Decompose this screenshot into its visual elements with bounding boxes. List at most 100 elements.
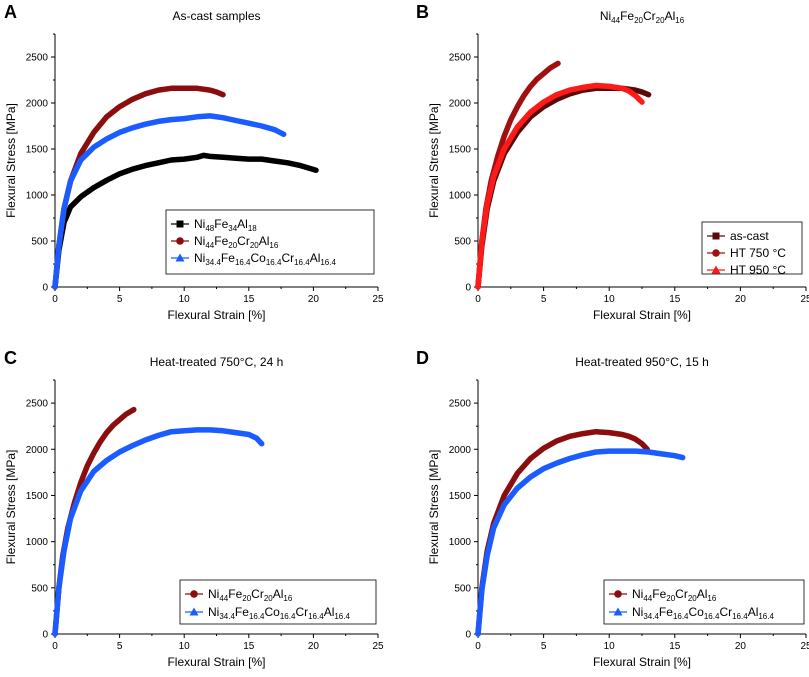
data-point xyxy=(486,203,489,206)
data-point xyxy=(542,101,545,104)
legend-box xyxy=(179,579,377,625)
data-point xyxy=(641,90,643,93)
data-point xyxy=(170,159,173,162)
data-point xyxy=(112,424,115,427)
data-point xyxy=(542,467,545,470)
data-point xyxy=(542,447,545,450)
data-point xyxy=(480,240,483,242)
text-segment: Ni xyxy=(632,587,643,601)
data-point xyxy=(516,472,519,475)
data-point xyxy=(54,633,56,635)
x-tick-label: 10 xyxy=(604,641,616,652)
data-point xyxy=(105,137,108,140)
data-point xyxy=(63,207,66,210)
data-point xyxy=(608,450,611,453)
subscript-text: 16 xyxy=(707,594,716,603)
legend-label: HT 750 °C xyxy=(730,246,786,260)
x-tick-label: 20 xyxy=(308,641,320,652)
data-point xyxy=(131,168,134,171)
data-point xyxy=(255,437,258,440)
data-point xyxy=(260,125,263,127)
legend-label: Ni44Fe20Cr20Al16 xyxy=(194,234,279,250)
square-marker-icon xyxy=(712,232,720,240)
text-segment: Fe xyxy=(214,234,228,248)
data-point xyxy=(536,78,539,81)
triangle-marker-icon xyxy=(189,607,199,616)
y-tick-label: 0 xyxy=(465,630,471,641)
subscript-text: 48 xyxy=(205,224,214,233)
legend-label: Ni48Fe34Al18 xyxy=(194,217,257,233)
data-point xyxy=(660,452,663,455)
data-point xyxy=(673,454,676,457)
panel-letter: C xyxy=(4,348,17,368)
data-point xyxy=(595,430,598,433)
data-point xyxy=(621,433,624,436)
data-point xyxy=(118,451,121,454)
data-point xyxy=(183,429,186,432)
data-point xyxy=(63,549,66,552)
data-point xyxy=(209,114,212,117)
text-segment: Cr xyxy=(719,605,732,619)
data-point xyxy=(54,286,56,288)
x-tick-label: 25 xyxy=(800,294,809,305)
x-axis-label: Flexural Strain [%] xyxy=(593,655,691,669)
text-segment: Al xyxy=(273,587,284,601)
subscript-text: 16.4 xyxy=(266,258,282,267)
chart-title: As-cast samples xyxy=(172,9,260,23)
data-point xyxy=(125,413,128,416)
text-segment: Ni xyxy=(194,251,205,265)
data-point xyxy=(92,451,95,454)
y-tick-label: 2500 xyxy=(449,399,472,410)
y-tick-label: 500 xyxy=(454,237,471,248)
data-point xyxy=(221,116,224,119)
x-tick-label: 15 xyxy=(669,641,681,652)
subscript-text: 20 xyxy=(228,241,237,250)
y-tick-label: 1500 xyxy=(26,145,49,156)
data-point xyxy=(641,101,643,104)
text-segment: Cr xyxy=(237,234,250,248)
triangle-marker-icon xyxy=(711,265,721,274)
subscript-text: 16.4 xyxy=(334,612,350,621)
data-point xyxy=(634,450,637,453)
y-tick-label: 1000 xyxy=(449,537,472,548)
data-point xyxy=(608,431,611,434)
y-tick-label: 2500 xyxy=(26,399,49,410)
text-segment: Ni xyxy=(632,605,643,619)
data-point xyxy=(492,526,495,529)
data-point xyxy=(557,62,560,65)
y-tick-label: 0 xyxy=(42,630,48,641)
series-line xyxy=(475,60,561,290)
triangle-marker-icon xyxy=(613,607,623,616)
x-tick-label: 5 xyxy=(117,641,123,652)
data-point xyxy=(170,430,173,433)
data-point xyxy=(260,442,263,445)
text-segment: Cr xyxy=(251,587,264,601)
data-point xyxy=(621,450,624,453)
data-point xyxy=(595,451,598,454)
data-point xyxy=(247,122,250,125)
text-segment: Fe xyxy=(659,605,673,619)
data-point xyxy=(634,94,637,97)
x-tick-label: 0 xyxy=(52,294,58,305)
data-point xyxy=(144,164,147,167)
text-segment: Al xyxy=(697,587,708,601)
x-tick-label: 0 xyxy=(475,641,481,652)
series-line xyxy=(52,152,319,290)
data-point xyxy=(118,172,121,175)
data-point xyxy=(118,131,121,134)
data-point xyxy=(477,286,479,288)
data-point xyxy=(157,434,160,437)
x-tick-label: 25 xyxy=(372,294,384,305)
subscript-text: 20 xyxy=(666,594,675,603)
x-tick-label: 15 xyxy=(243,641,255,652)
data-point xyxy=(131,444,134,447)
data-point xyxy=(529,457,532,460)
data-point xyxy=(247,433,250,436)
y-axis-label: Flexural Stress [MPa] xyxy=(4,450,18,565)
text-segment: Al xyxy=(665,9,676,23)
legend: Ni44Fe20Cr20Al16Ni34.4Fe16.4Co16.4Cr16.4… xyxy=(179,579,377,625)
data-point xyxy=(196,156,199,159)
subscript-text: 16.4 xyxy=(235,258,251,267)
y-tick-label: 1000 xyxy=(449,191,472,202)
text-segment: Co xyxy=(251,251,267,265)
